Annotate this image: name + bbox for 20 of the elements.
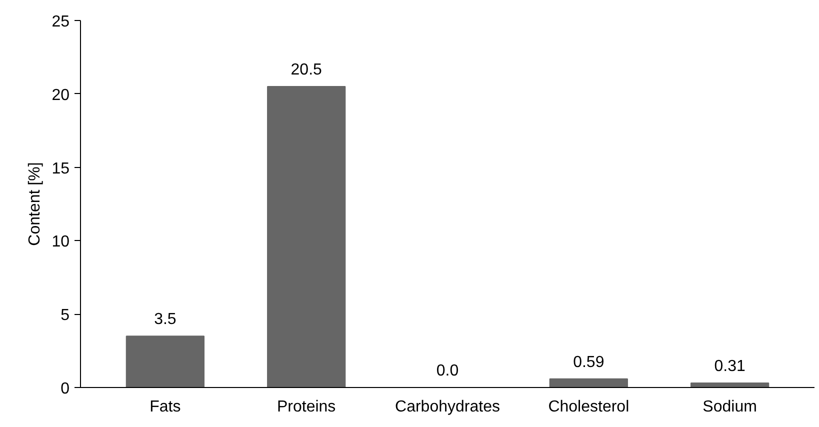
x-tick-label: Proteins [277, 398, 336, 416]
x-tick-label: Carbohydrates [395, 398, 500, 416]
y-tick-label: 20 [52, 86, 70, 104]
data-label: 20.5 [290, 62, 322, 79]
data-label: 0.0 [436, 362, 459, 380]
x-tick-label: Fats [150, 398, 181, 416]
data-label: 0.31 [714, 358, 746, 375]
bar [549, 378, 628, 388]
y-axis-title: Content [%] [26, 162, 44, 246]
bar [267, 86, 346, 388]
data-label: 0.59 [573, 354, 604, 371]
y-tick-label: 25 [52, 14, 70, 30]
y-tick-label: 5 [60, 307, 70, 324]
data-label: 3.5 [154, 311, 176, 328]
x-tick-label: Sodium [702, 398, 757, 416]
y-tick-label: 10 [52, 234, 70, 251]
y-tick-label: 0 [60, 380, 70, 398]
x-tick-label: Cholesterol [548, 398, 630, 416]
bar [126, 336, 205, 388]
y-tick-label: 15 [52, 160, 70, 178]
